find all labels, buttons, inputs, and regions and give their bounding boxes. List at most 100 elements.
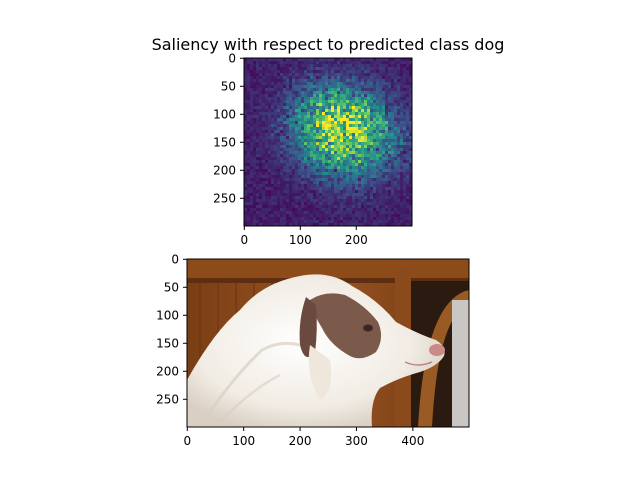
heatmap-cell (319, 76, 323, 80)
heatmap-cell (253, 109, 257, 113)
heatmap-cell (403, 169, 407, 173)
heatmap-cell (391, 124, 395, 128)
heatmap-cell (262, 70, 266, 74)
heatmap-cell (283, 184, 287, 188)
heatmap-cell (268, 199, 272, 203)
heatmap-cell (400, 133, 404, 137)
heatmap-cell (343, 211, 347, 215)
heatmap-cell (385, 190, 389, 194)
heatmap-cell (385, 193, 389, 197)
heatmap-cell (313, 190, 317, 194)
heatmap-cell (289, 175, 293, 179)
heatmap-cell (370, 166, 374, 170)
saliency-x-ticks: 0 100 200 (240, 226, 368, 247)
heatmap-cell (376, 124, 380, 128)
heatmap-cell (406, 118, 410, 122)
heatmap-cell (352, 70, 356, 74)
heatmap-cell (274, 118, 278, 122)
heatmap-cell (313, 184, 317, 188)
heatmap-cell (349, 202, 353, 206)
heatmap-cell (247, 127, 251, 131)
heatmap-cell (334, 130, 338, 134)
heatmap-cell (373, 85, 377, 89)
heatmap-cell (352, 94, 356, 98)
heatmap-cell (370, 145, 374, 149)
heatmap-cell (265, 94, 269, 98)
heatmap-cell (244, 214, 248, 218)
heatmap-cell (322, 109, 326, 113)
heatmap-cell (346, 130, 350, 134)
heatmap-cell (319, 196, 323, 200)
heatmap-cell (397, 91, 401, 95)
heatmap-cell (388, 67, 392, 71)
heatmap-cell (409, 82, 413, 86)
heatmap-cell (289, 121, 293, 125)
heatmap-cell (310, 214, 314, 218)
heatmap-cell (376, 190, 380, 194)
heatmap-cell (319, 121, 323, 125)
heatmap-cell (370, 178, 374, 182)
heatmap-cell (283, 163, 287, 167)
heatmap-cell (397, 145, 401, 149)
heatmap-cell (328, 118, 332, 122)
heatmap-cell (310, 196, 314, 200)
heatmap-cell (265, 112, 269, 116)
heatmap-cell (358, 121, 362, 125)
heatmap-cell (307, 142, 311, 146)
heatmap-cell (361, 157, 365, 161)
heatmap-cell (310, 181, 314, 185)
heatmap-cell (313, 64, 317, 68)
heatmap-cell (352, 118, 356, 122)
heatmap-cell (361, 187, 365, 191)
heatmap-cell (361, 106, 365, 110)
heatmap-cell (286, 118, 290, 122)
heatmap-cell (247, 85, 251, 89)
heatmap-cell (358, 151, 362, 155)
heatmap-cell (298, 97, 302, 101)
heatmap-cell (394, 208, 398, 212)
heatmap-cell (283, 115, 287, 119)
heatmap-cell (325, 124, 329, 128)
heatmap-cell (346, 148, 350, 152)
heatmap-cell (289, 136, 293, 140)
heatmap-cell (310, 100, 314, 104)
heatmap-cell (373, 130, 377, 134)
heatmap-cell (274, 133, 278, 137)
heatmap-cell (244, 79, 248, 83)
heatmap-cell (307, 178, 311, 182)
heatmap-cell (247, 136, 251, 140)
heatmap-cell (247, 217, 251, 221)
heatmap-cell (316, 124, 320, 128)
heatmap-cell (304, 199, 308, 203)
heatmap-cell (397, 193, 401, 197)
heatmap-cell (292, 211, 296, 215)
heatmap-cell (304, 130, 308, 134)
heatmap-cell (403, 118, 407, 122)
heatmap-cell (370, 163, 374, 167)
heatmap-cell (268, 196, 272, 200)
heatmap-cell (340, 163, 344, 167)
heatmap-cell (274, 85, 278, 89)
heatmap-cell (349, 64, 353, 68)
heatmap-cell (397, 100, 401, 104)
heatmap-cell (364, 160, 368, 164)
heatmap-cell (310, 124, 314, 128)
heatmap-cell (247, 79, 251, 83)
heatmap-cell (331, 127, 335, 131)
heatmap-cell (304, 175, 308, 179)
heatmap-cell (298, 208, 302, 212)
heatmap-cell (301, 139, 305, 143)
heatmap-cell (370, 106, 374, 110)
heatmap-cell (376, 205, 380, 209)
heatmap-cell (394, 205, 398, 209)
heatmap-cell (286, 154, 290, 158)
heatmap-cell (310, 127, 314, 131)
heatmap-cell (316, 100, 320, 104)
heatmap-cell (370, 202, 374, 206)
heatmap-cell (289, 124, 293, 128)
heatmap-cell (292, 73, 296, 77)
heatmap-cell (259, 88, 263, 92)
heatmap-cell (274, 172, 278, 176)
heatmap-cell (277, 70, 281, 74)
heatmap-cell (301, 214, 305, 218)
